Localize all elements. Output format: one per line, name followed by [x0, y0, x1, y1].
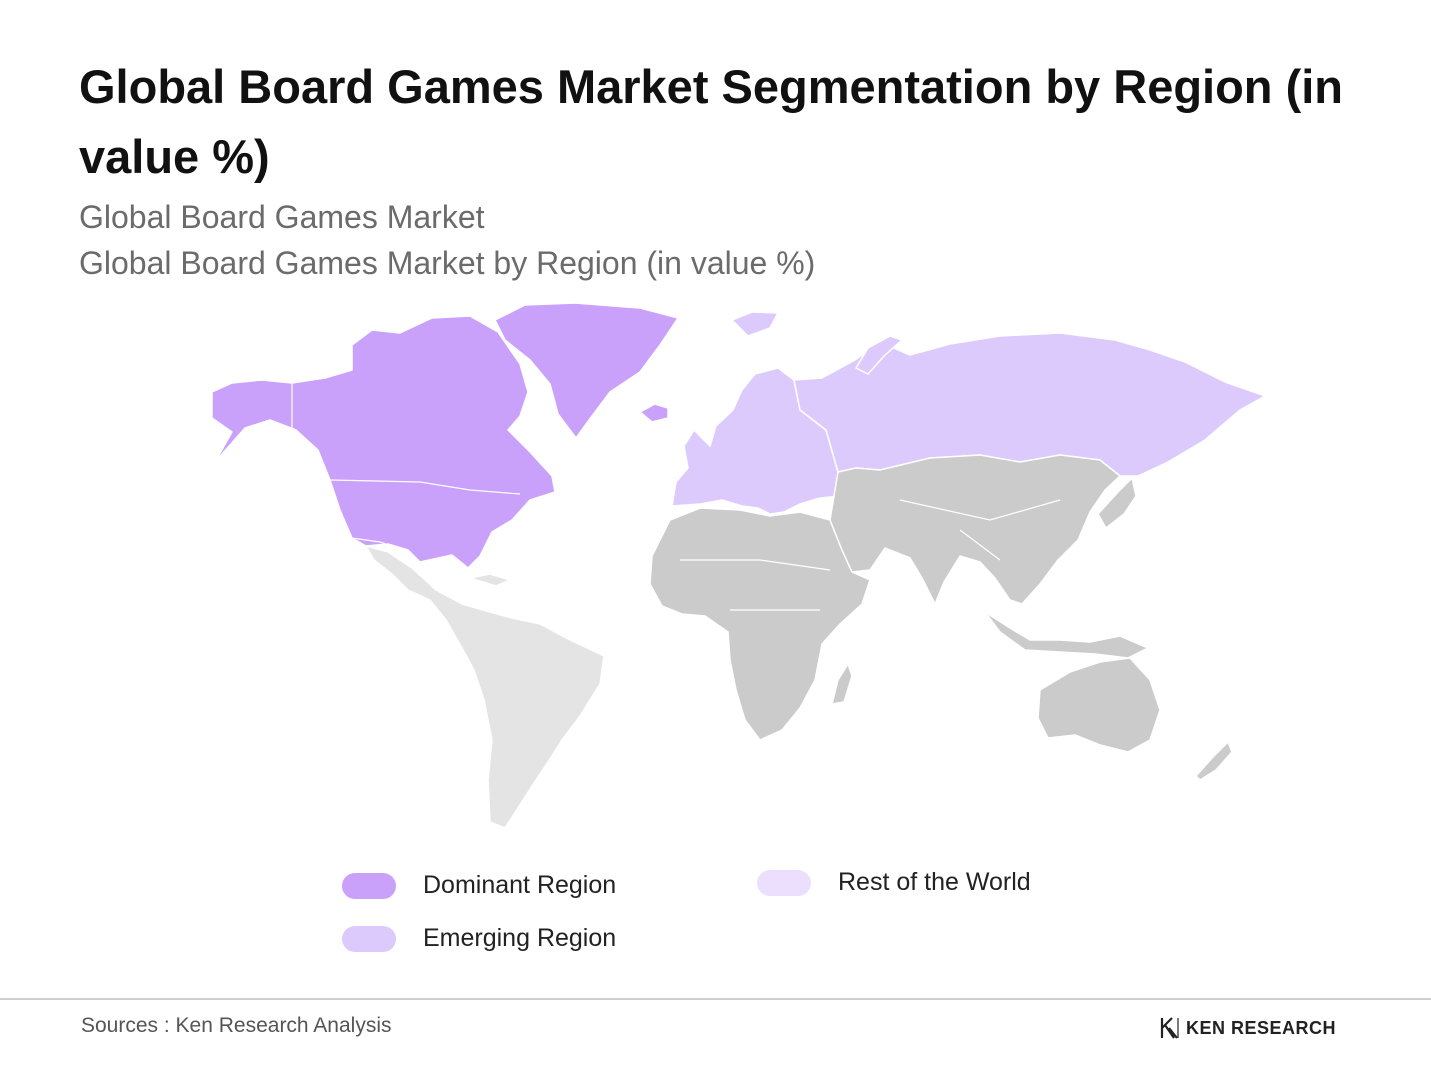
border-africa-1: [680, 559, 831, 571]
map-region-japan: [1097, 477, 1137, 529]
map-region-latin-america: [365, 545, 605, 829]
legend-dominant: Dominant Region: [342, 871, 616, 900]
map-region-africa: [649, 507, 871, 741]
legend-rest: Rest of the World: [757, 868, 1031, 897]
map-region-southeast-asia: [984, 611, 1149, 659]
subtitle-market: Global Board Games Market: [79, 199, 485, 235]
map-region-iceland: [639, 403, 669, 423]
ken-research-logo-text: KEN RESEARCH: [1186, 1017, 1337, 1038]
world-map: [211, 302, 1266, 829]
border-asia-2: [959, 529, 1001, 561]
map-region-madagascar: [831, 663, 853, 705]
border-asia-1: [899, 499, 1061, 521]
map-region-caribbean: [469, 573, 511, 587]
map-region-oceania: [1037, 657, 1161, 753]
page-title: Global Board Games Market Segmentation b…: [79, 60, 1343, 183]
legend-emerging: Emerging Region: [342, 924, 616, 953]
source-note: Sources : Ken Research Analysis: [81, 1014, 392, 1037]
footer-divider: [0, 998, 1431, 1000]
map-region-svalbard: [731, 311, 779, 337]
subtitle-region: Global Board Games Market by Region (in …: [79, 245, 816, 281]
legend-swatch-dominant: [342, 872, 396, 899]
legend-label-rest: Rest of the World: [838, 868, 1031, 896]
ken-research-logo-icon: [1160, 1017, 1179, 1039]
border-us-canada: [329, 479, 521, 495]
map-region-novaya-zemlya: [855, 335, 903, 375]
legend-swatch-emerging: [342, 925, 396, 952]
ken-research-logo: KEN RESEARCH: [1160, 1017, 1336, 1039]
border-us-mexico: [351, 537, 411, 553]
legend-swatch-rest: [757, 869, 811, 896]
legend-label-emerging: Emerging Region: [423, 924, 617, 952]
map-region-north-america: [211, 315, 556, 569]
legend-label-dominant: Dominant Region: [423, 871, 617, 899]
map-region-new-zealand: [1195, 741, 1233, 781]
map-region-asia: [829, 454, 1121, 605]
map-region-greenland: [494, 302, 679, 439]
